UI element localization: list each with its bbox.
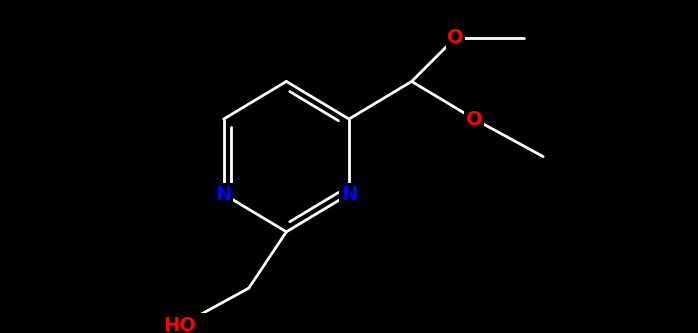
Text: N: N <box>216 185 232 204</box>
Text: O: O <box>466 110 482 129</box>
Text: O: O <box>447 28 463 47</box>
Text: N: N <box>341 185 357 204</box>
Text: HO: HO <box>163 316 196 333</box>
